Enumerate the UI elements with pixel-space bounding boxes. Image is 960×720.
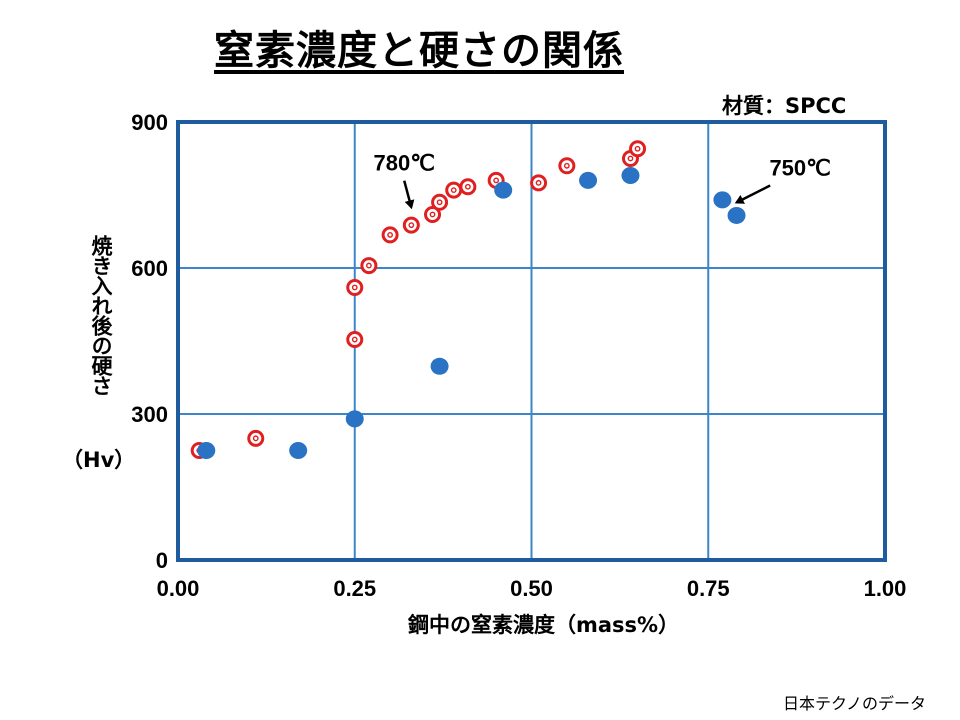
- data-point-780: [445, 181, 463, 199]
- annotation-arrow: [403, 180, 415, 210]
- data-point-780-inner: [351, 336, 358, 343]
- data-point-750: [579, 171, 598, 189]
- data-point-750: [621, 167, 640, 185]
- data-point-780-inner: [365, 262, 372, 269]
- data-point-750: [430, 357, 449, 375]
- data-point-750: [713, 191, 732, 209]
- data-point-780-inner: [493, 177, 500, 184]
- data-points: [190, 140, 746, 459]
- data-point-780: [247, 429, 265, 447]
- data-point-780: [431, 193, 449, 211]
- grid: [178, 122, 885, 560]
- data-point-780: [346, 278, 364, 296]
- y-axis-label: 焼き入れ後の硬さ: [89, 235, 113, 395]
- data-point-780: [402, 216, 420, 234]
- data-point-780-inner: [429, 211, 436, 218]
- plot-area: [176, 120, 887, 562]
- data-point-780-inner: [436, 199, 443, 206]
- annotations: 780℃ 750℃: [374, 151, 831, 210]
- source-note: 日本テクノのデータ: [783, 694, 927, 713]
- data-point-750: [727, 206, 746, 224]
- chart-title: 窒素濃度と硬さの関係: [214, 28, 624, 74]
- data-point-780-inner: [535, 179, 542, 186]
- data-point-780-inner: [252, 435, 259, 442]
- data-point-780-inner: [464, 183, 471, 190]
- data-point-750: [494, 181, 513, 199]
- y-tick-label: 900: [131, 110, 168, 135]
- x-tick-label: 1.00: [864, 576, 907, 601]
- data-point-750: [289, 442, 308, 459]
- annotation-arrow: [734, 184, 771, 204]
- annotation-label: 750℃: [769, 156, 830, 181]
- x-axis-label: 鋼中の窒素濃度（mass%）: [408, 613, 680, 637]
- data-point-780: [459, 178, 477, 196]
- data-point-750: [345, 410, 364, 428]
- data-point-780-inner: [627, 155, 634, 162]
- data-point-780: [360, 257, 378, 275]
- annotation-label: 780℃: [374, 151, 435, 176]
- data-point-780-inner: [351, 284, 358, 291]
- data-point-780-inner: [408, 222, 415, 229]
- data-point-780-inner: [387, 232, 393, 238]
- data-point-780: [558, 157, 576, 175]
- y-tick-label: 600: [131, 256, 168, 281]
- x-tick-label: 0.00: [157, 576, 200, 601]
- x-tick-label: 0.25: [333, 576, 376, 601]
- material-label: 材質：SPCC: [722, 94, 847, 118]
- y-tick-label: 300: [131, 402, 168, 427]
- data-point-780: [346, 331, 364, 349]
- data-point-780-inner: [450, 187, 457, 194]
- data-point-780: [424, 205, 442, 223]
- data-point-780-inner: [634, 145, 641, 152]
- x-tick-label: 0.50: [510, 576, 553, 601]
- data-point-780: [530, 174, 548, 192]
- data-point-750: [197, 442, 216, 459]
- data-point-780: [381, 226, 399, 244]
- data-point-780-inner: [563, 162, 570, 169]
- tick-labels: 0.00 0.25 0.50 0.75 1.00 0 300 600 900: [131, 110, 906, 601]
- x-tick-label: 0.75: [687, 576, 730, 601]
- y-axis-unit: （Hv）: [62, 448, 136, 472]
- y-tick-label: 0: [156, 548, 168, 573]
- data-point-780: [629, 140, 647, 158]
